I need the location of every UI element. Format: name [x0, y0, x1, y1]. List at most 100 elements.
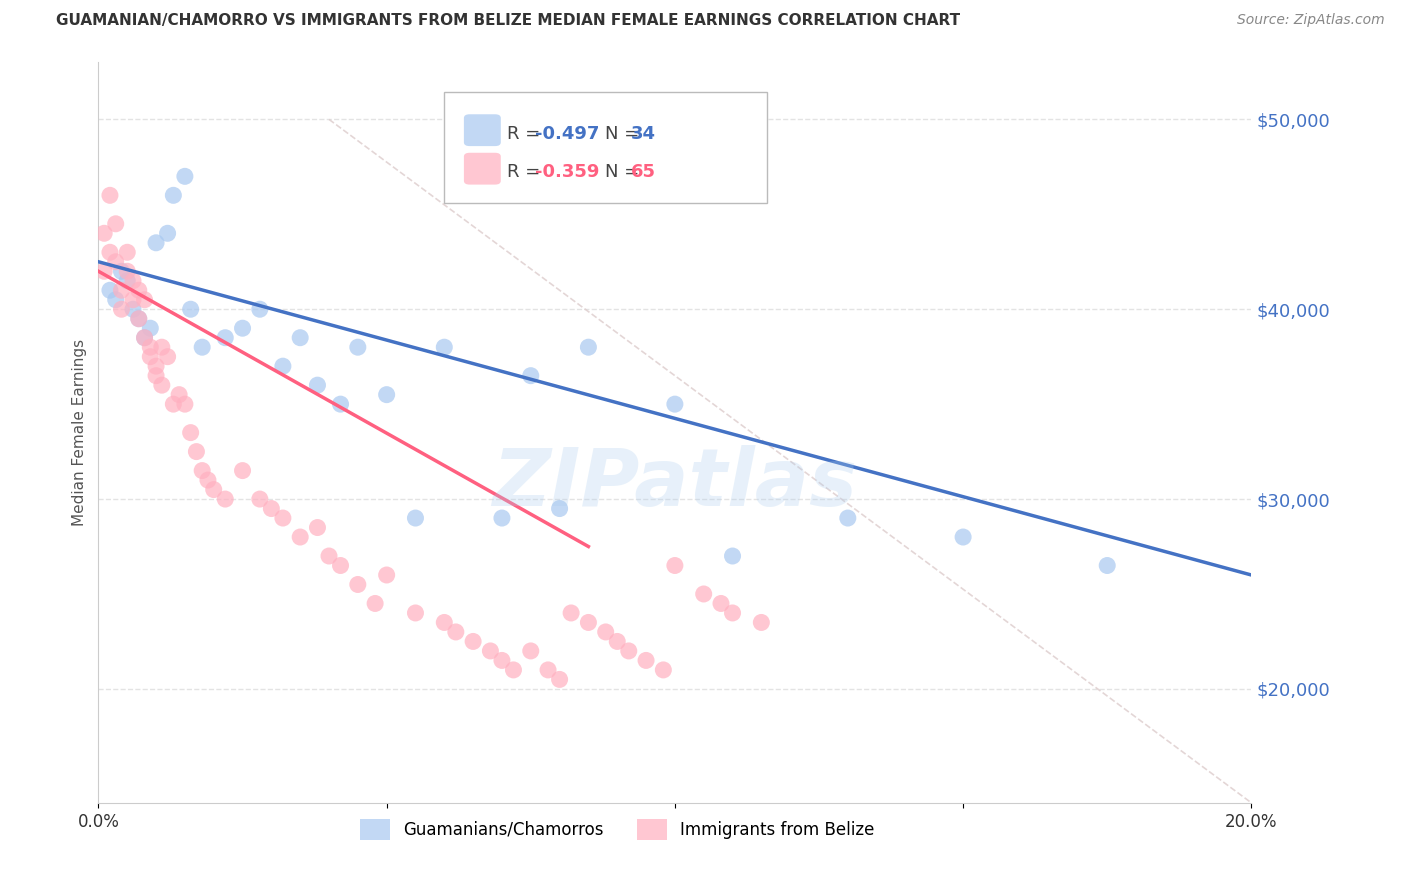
Point [520, 644, 543, 658]
Point [174, 397, 197, 411]
Point [191, 464, 214, 478]
Point [329, 397, 352, 411]
Point [110, 302, 132, 317]
Text: 65: 65 [631, 163, 657, 181]
Point [502, 663, 524, 677]
Point [162, 397, 184, 411]
Point [364, 597, 387, 611]
Point [710, 597, 733, 611]
Point [98, 283, 121, 297]
Point [693, 587, 716, 601]
Point [346, 340, 368, 354]
Point [271, 359, 294, 374]
Point [174, 169, 197, 184]
Point [214, 331, 236, 345]
Point [104, 293, 127, 307]
Point [117, 245, 139, 260]
Point [134, 331, 156, 345]
Point [104, 254, 127, 268]
Point [231, 464, 254, 478]
Point [110, 264, 132, 278]
Point [433, 340, 456, 354]
Point [128, 311, 150, 326]
Point [117, 274, 139, 288]
Point [636, 653, 658, 667]
Point [1097, 558, 1119, 573]
Legend: Guamanians/Chamorros, Immigrants from Belize: Guamanians/Chamorros, Immigrants from Be… [353, 813, 882, 847]
Point [231, 321, 254, 335]
Point [952, 530, 974, 544]
Point [606, 634, 628, 648]
Point [578, 340, 600, 354]
Point [560, 606, 582, 620]
Point [139, 321, 162, 335]
Point [375, 568, 398, 582]
Point [122, 302, 145, 317]
Point [117, 264, 139, 278]
Point [93, 227, 115, 241]
FancyBboxPatch shape [444, 92, 768, 203]
Point [617, 644, 640, 658]
Point [156, 227, 179, 241]
Point [307, 520, 329, 534]
Point [180, 425, 202, 440]
Point [139, 350, 162, 364]
Point [202, 483, 225, 497]
Text: GUAMANIAN/CHAMORRO VS IMMIGRANTS FROM BELIZE MEDIAN FEMALE EARNINGS CORRELATION : GUAMANIAN/CHAMORRO VS IMMIGRANTS FROM BE… [56, 13, 960, 29]
Text: ZIPatlas: ZIPatlas [492, 445, 858, 524]
Point [318, 549, 340, 563]
Point [156, 350, 179, 364]
Point [444, 624, 467, 639]
Point [93, 264, 115, 278]
Point [122, 274, 145, 288]
Point [290, 331, 312, 345]
Point [180, 302, 202, 317]
Point [837, 511, 859, 525]
FancyBboxPatch shape [464, 153, 501, 185]
Point [150, 340, 173, 354]
Point [197, 473, 219, 487]
Point [249, 302, 271, 317]
Point [548, 673, 571, 687]
Point [134, 331, 156, 345]
Point [491, 653, 513, 667]
Point [162, 188, 184, 202]
Text: 34: 34 [631, 125, 657, 143]
Point [98, 188, 121, 202]
Point [433, 615, 456, 630]
Point [346, 577, 368, 591]
Point [122, 293, 145, 307]
Point [150, 378, 173, 392]
Point [405, 511, 427, 525]
Point [520, 368, 543, 383]
Point [260, 501, 283, 516]
Point [271, 511, 294, 525]
Point [191, 340, 214, 354]
Point [664, 558, 686, 573]
Point [186, 444, 208, 458]
Text: R =: R = [506, 163, 546, 181]
Text: R =: R = [506, 125, 546, 143]
Text: -0.497: -0.497 [536, 125, 600, 143]
Text: -0.359: -0.359 [536, 163, 600, 181]
Point [721, 606, 744, 620]
Point [751, 615, 773, 630]
Point [128, 311, 150, 326]
Point [167, 387, 190, 401]
Point [145, 235, 167, 250]
FancyBboxPatch shape [464, 114, 501, 146]
Point [479, 644, 502, 658]
Point [548, 501, 571, 516]
Text: N =: N = [605, 125, 644, 143]
Point [721, 549, 744, 563]
Point [110, 283, 132, 297]
Point [329, 558, 352, 573]
Point [249, 491, 271, 506]
Y-axis label: Median Female Earnings: Median Female Earnings [72, 339, 87, 526]
Point [537, 663, 560, 677]
Point [491, 511, 513, 525]
Point [128, 283, 150, 297]
Point [104, 217, 127, 231]
Point [578, 615, 600, 630]
Point [595, 624, 617, 639]
